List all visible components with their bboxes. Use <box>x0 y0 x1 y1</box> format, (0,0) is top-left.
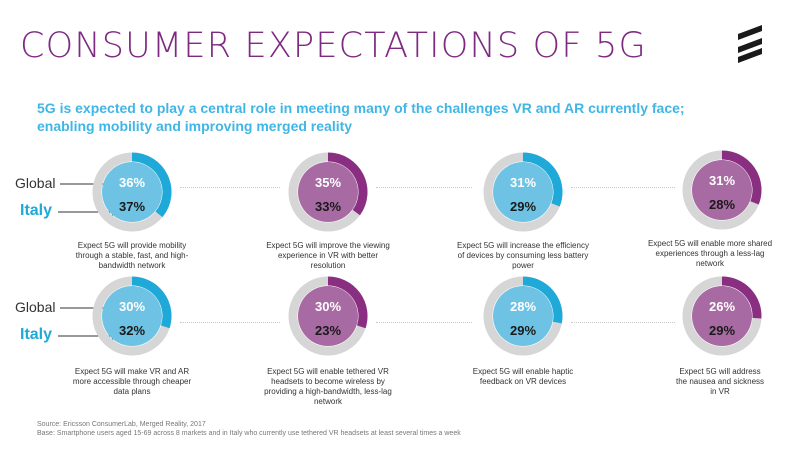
donut-2-global-value: 35% <box>314 175 342 190</box>
donut-5-center <box>102 286 162 346</box>
donut-4-italy-value: 28% <box>708 197 736 212</box>
donut-chart-2: 35% 33% <box>288 152 368 232</box>
subtitle-line-1: 5G is expected to play a central role in… <box>37 100 685 116</box>
donut-5-italy-value: 32% <box>118 323 146 338</box>
donut-6-graphic <box>288 276 368 356</box>
base-line: Base: Smartphone users aged 15-69 across… <box>37 429 461 437</box>
donut-2-graphic <box>288 152 368 232</box>
caption-line: the nausea and sickness <box>675 377 765 386</box>
donut-8-graphic <box>682 276 762 356</box>
subtitle: 5G is expected to play a central role in… <box>37 99 737 135</box>
donut-chart-4: 31% 28% <box>682 150 762 230</box>
donut-1-global-value: 36% <box>118 175 146 190</box>
donut-3-graphic <box>483 152 563 232</box>
caption-line: network <box>695 259 724 268</box>
donut-1-italy-value: 37% <box>118 199 146 214</box>
donut-3-caption: Expect 5G will increase the efficiency o… <box>443 241 603 271</box>
donut-8-caption: Expect 5G will address the nausea and si… <box>640 367 800 397</box>
row-1-connector-a <box>180 187 280 188</box>
donut-7-graphic <box>483 276 563 356</box>
caption-line: bandwidth network <box>98 261 166 270</box>
donut-1-graphic <box>92 152 172 232</box>
donut-2-global-arc <box>327 152 368 216</box>
donut-3-center <box>493 162 553 222</box>
caption-line: of devices by consuming less battery <box>457 251 589 260</box>
caption-line: experiences through a less-lag <box>655 249 765 258</box>
donut-4-caption: Expect 5G will enable more shared experi… <box>630 239 790 269</box>
source-line: Source: Ericsson ConsumerLab, Merged Rea… <box>37 421 206 428</box>
caption-line: Expect 5G will provide mobility <box>77 241 187 250</box>
donut-5-graphic <box>92 276 172 356</box>
legend-global-label-row-2: Global <box>15 299 56 315</box>
caption-line: through a stable, fast, and high- <box>75 251 189 260</box>
donut-6-italy-value: 23% <box>314 323 342 338</box>
caption-line: data plans <box>113 387 151 396</box>
caption-line: resolution <box>310 261 346 270</box>
caption-line: headsets to become wireless by <box>271 377 385 386</box>
donut-8-center <box>692 286 752 346</box>
caption-line: Expect 5G will increase the efficiency <box>457 241 589 250</box>
caption-line: Expect 5G will enable more shared <box>647 239 773 248</box>
donut-6-caption: Expect 5G will enable tethered VR headse… <box>248 367 408 407</box>
donut-2-italy-value: 33% <box>314 199 342 214</box>
caption-line: Expect 5G will improve the viewing <box>266 241 390 250</box>
donut-chart-6: 30% 23% <box>288 276 368 356</box>
donut-6-global-value: 30% <box>314 299 342 314</box>
page-title: CONSUMER EXPECTATIONS OF 5G <box>20 26 647 66</box>
ericsson-logo-icon <box>738 25 762 63</box>
donut-2-caption: Expect 5G will improve the viewing exper… <box>248 241 408 271</box>
caption-line: Expect 5G will enable haptic <box>472 367 574 376</box>
donut-chart-3: 31% 29% <box>483 152 563 232</box>
caption-line: feedback on VR devices <box>479 377 567 386</box>
donut-7-caption: Expect 5G will enable haptic feedback on… <box>443 367 603 387</box>
legend-italy-label-row-2: Italy <box>20 326 53 343</box>
donut-chart-8: 26% 29% <box>682 276 762 356</box>
donut-5-caption: Expect 5G will make VR and AR more acces… <box>52 367 212 397</box>
donut-3-global-value: 31% <box>509 175 537 190</box>
donut-3-italy-value: 29% <box>509 199 537 214</box>
donut-8-italy-value: 29% <box>708 323 736 338</box>
caption-line: Expect 5G will address <box>679 367 761 376</box>
legend-italy-label-row-1: Italy <box>20 202 53 219</box>
donut-7-italy-value: 29% <box>509 323 537 338</box>
source-note: Source: Ericsson ConsumerLab, Merged Rea… <box>37 421 757 438</box>
row-2-connector-c <box>571 322 675 323</box>
donut-8-global-value: 26% <box>708 299 736 314</box>
caption-line: providing a high-bandwidth, less-lag <box>264 387 392 396</box>
donut-2-center <box>298 162 358 222</box>
donut-1-caption: Expect 5G will provide mobility through … <box>52 241 212 271</box>
row-1-connector-c <box>571 187 675 188</box>
subtitle-line-2: enabling mobility and improving merged r… <box>37 118 353 134</box>
donut-6-center <box>298 286 358 346</box>
row-2-connector-b <box>376 322 472 323</box>
donut-1-global-arc <box>131 152 172 218</box>
donut-6-global-arc <box>327 276 368 329</box>
row-2-connector-a <box>180 322 280 323</box>
donut-4-graphic <box>682 150 762 230</box>
caption-line: in VR <box>710 387 730 396</box>
donut-5-global-arc <box>131 276 172 329</box>
caption-line: experience in VR with better <box>277 251 379 260</box>
legend-global-label-row-1: Global <box>15 175 56 191</box>
donut-4-global-value: 31% <box>708 173 736 188</box>
caption-line: Expect 5G will enable tethered VR <box>267 367 389 376</box>
donut-7-global-arc <box>522 276 563 324</box>
caption-line: more accessible through cheaper <box>72 377 192 386</box>
caption-line: power <box>512 261 534 270</box>
donut-1-center <box>102 162 162 222</box>
donut-chart-1: 36% 37% <box>92 152 172 232</box>
donut-chart-7: 28% 29% <box>483 276 563 356</box>
caption-line: network <box>313 397 342 406</box>
donut-5-global-value: 30% <box>118 299 146 314</box>
donut-4-center <box>692 160 752 220</box>
donut-8-global-arc <box>721 276 762 319</box>
caption-line: Expect 5G will make VR and AR <box>74 367 190 376</box>
donut-3-global-arc <box>522 152 563 207</box>
row-1-connector-b <box>376 187 472 188</box>
donut-7-center <box>493 286 553 346</box>
donut-4-global-arc <box>721 150 762 205</box>
donut-chart-5: 30% 32% <box>92 276 172 356</box>
donut-7-global-value: 28% <box>509 299 537 314</box>
